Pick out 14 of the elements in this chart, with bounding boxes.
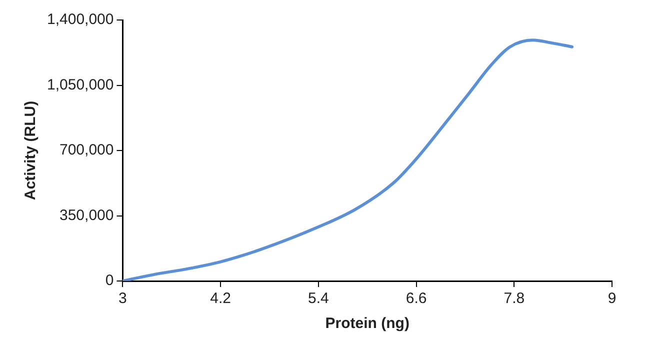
line-series	[122, 38, 574, 281]
y-tick-label: 1,400,000	[46, 11, 114, 28]
x-tick-label: 9	[608, 290, 616, 308]
x-axis-title: Protein (ng)	[325, 315, 410, 332]
x-tick-label: 7.8	[504, 290, 525, 308]
x-tick-label: 3	[118, 290, 127, 308]
y-tick-label: 0	[105, 272, 114, 290]
y-tick-label: 700,000	[59, 142, 114, 159]
y-axis-title: Activity (RLU)	[22, 100, 40, 200]
x-tick-label: 4.2	[210, 290, 232, 308]
y-tick-label: 350,000	[59, 206, 114, 224]
x-tick-label: 5.4	[308, 290, 329, 308]
y-tick-label: 1,050,000	[46, 76, 114, 94]
x-tick-label: 6.6	[406, 290, 427, 308]
